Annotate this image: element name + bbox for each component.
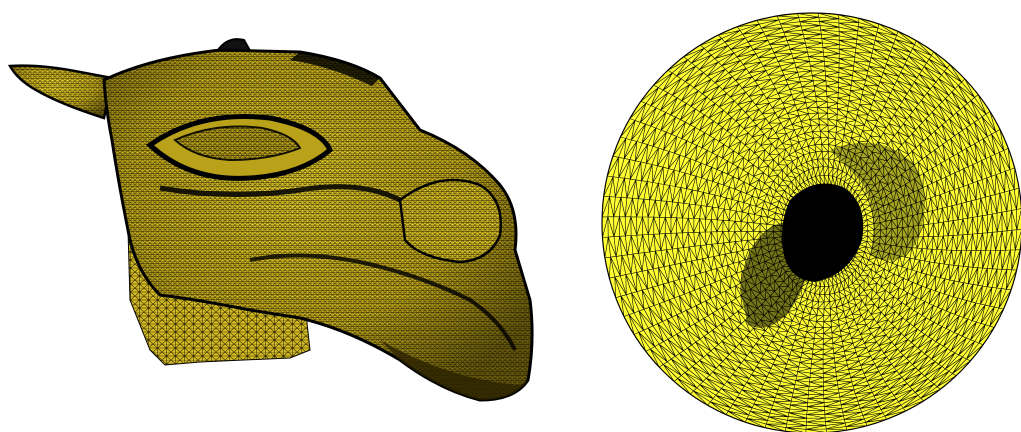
disk-dense-lobe-upper	[830, 142, 925, 261]
camel-head-mesh	[7, 38, 534, 402]
disk-parameterization-mesh	[601, 12, 1021, 432]
camel-cheek-fold	[249, 253, 517, 351]
disk-triangle-edges	[602, 13, 1021, 432]
disk-dense-lobe	[740, 222, 811, 328]
